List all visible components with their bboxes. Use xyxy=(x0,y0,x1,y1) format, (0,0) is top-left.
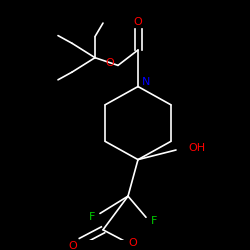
Text: OH: OH xyxy=(188,143,205,153)
Text: O: O xyxy=(106,58,114,68)
Text: F: F xyxy=(89,212,95,222)
Text: O: O xyxy=(68,241,78,250)
Text: O: O xyxy=(128,238,138,248)
Text: N: N xyxy=(142,77,150,87)
Text: F: F xyxy=(151,216,157,226)
Text: O: O xyxy=(134,17,142,27)
